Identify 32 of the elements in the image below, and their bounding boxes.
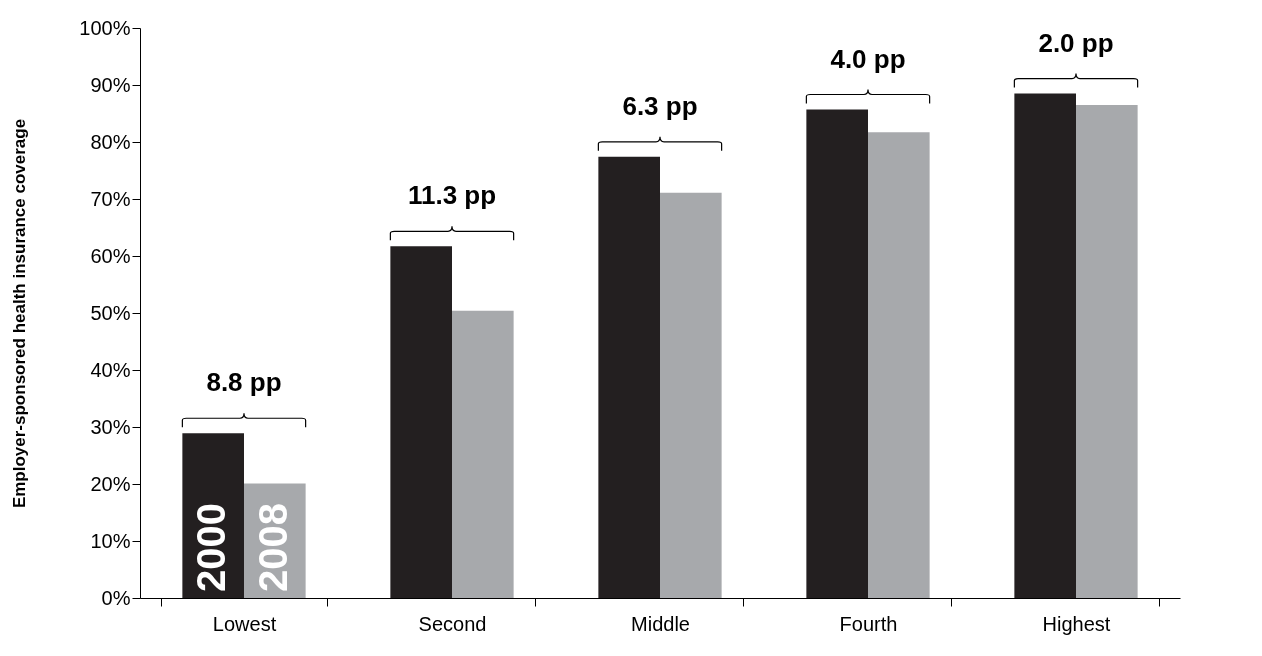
y-tick-label: 80% [90, 130, 131, 153]
y-tick-label: 50% [90, 301, 131, 324]
bar [660, 192, 722, 598]
bar [1014, 93, 1076, 598]
x-tick-label: Fourth [839, 612, 898, 635]
annotation: 8.8 pp [206, 367, 282, 398]
annotation: 2.0 pp [1038, 27, 1114, 58]
series-label: 2000 [189, 503, 234, 592]
bar [1076, 104, 1138, 598]
x-tick-label: Second [418, 612, 487, 635]
bar [868, 132, 930, 598]
y-tick-label: 60% [90, 244, 131, 267]
y-tick-label: 100% [79, 16, 131, 39]
y-tick-label: 10% [90, 529, 131, 552]
y-tick-label: 0% [101, 586, 131, 609]
y-tick-label: 90% [90, 73, 131, 96]
bar [390, 246, 452, 598]
annotation: 11.3 pp [407, 180, 497, 211]
bar [452, 310, 514, 598]
bar [598, 156, 660, 598]
x-tick-label: Lowest [212, 612, 277, 635]
y-tick-label: 70% [90, 187, 131, 210]
y-tick-label: 40% [90, 358, 131, 381]
annotation: 4.0 pp [830, 43, 906, 74]
y-axis-title: Employer-sponsored health insurance coverage [10, 118, 30, 509]
x-tick-label: Middle [631, 612, 690, 635]
y-tick-label: 20% [90, 472, 131, 495]
y-tick-label: 30% [90, 415, 131, 438]
series-label: 2008 [250, 503, 295, 592]
bar [806, 109, 868, 598]
x-tick-label: Highest [1042, 612, 1111, 635]
annotation: 6.3 pp [622, 90, 698, 121]
